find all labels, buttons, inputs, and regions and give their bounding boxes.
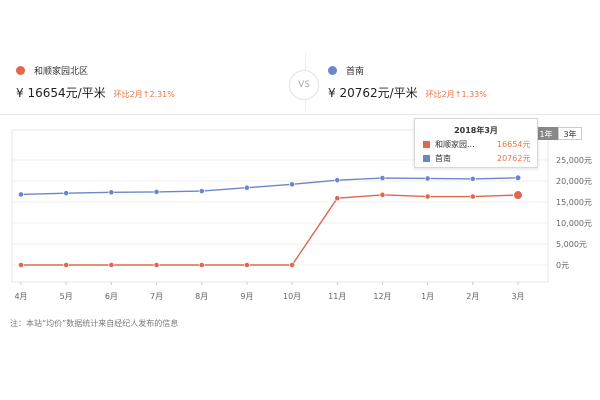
y-tick-label: 10,000元 [556, 219, 592, 228]
tab-3-year[interactable]: 3年 [558, 127, 582, 140]
vs-badge: VS [289, 70, 319, 100]
x-tick-label: 8月 [195, 292, 208, 301]
y-tick-label: 0元 [556, 261, 569, 270]
x-tick-label: 9月 [240, 292, 253, 301]
data-point [424, 193, 431, 200]
data-point [108, 189, 115, 196]
data-point [514, 174, 522, 181]
tooltip-title: 2018年3月 [454, 126, 498, 135]
data-point [334, 195, 341, 202]
tooltip-row: 和顺家园... 16654元 [423, 139, 537, 150]
data-point [108, 262, 115, 268]
x-tick-label: 4月 [14, 292, 27, 301]
x-tick-label: 7月 [150, 292, 163, 301]
data-point [289, 262, 295, 268]
data-point [513, 190, 523, 201]
community-right-price: ¥ 20762元/平米 [328, 86, 418, 100]
data-point [379, 191, 386, 198]
tooltip-color-swatch [423, 155, 430, 162]
x-tick-label: 2月 [466, 292, 479, 301]
data-point [63, 190, 70, 197]
data-point [198, 188, 205, 194]
data-point [198, 262, 205, 268]
x-tick-label: 10月 [283, 292, 301, 301]
data-point [63, 262, 70, 268]
tooltip-series-value: 16654元 [497, 140, 531, 149]
community-left-name: 和顺家园北区 [34, 66, 89, 77]
tooltip-color-swatch [423, 141, 430, 148]
x-tick-label: 3月 [511, 292, 524, 301]
community-left-change: 环比2月↑2.31% [113, 90, 175, 99]
y-tick-label: 15,000元 [556, 198, 592, 207]
data-point [244, 184, 250, 191]
data-point [289, 181, 295, 188]
data-point [334, 177, 341, 184]
data-point [153, 189, 160, 195]
series-dot-left [16, 65, 25, 75]
tooltip-series-name: 首南 [435, 154, 451, 163]
chart-tooltip: 2018年3月 和顺家园... 16654元 首南 20762元 [414, 118, 538, 168]
data-point [379, 175, 386, 181]
range-tabs: 1年 3年 [534, 127, 582, 140]
data-point [469, 175, 476, 182]
footnote: 注：本站“均价”数据统计来自经纪人发布的信息 [10, 319, 179, 328]
series-line [20, 177, 519, 196]
y-tick-label: 25,000元 [556, 156, 592, 165]
community-left: 和顺家园北区 ¥ 16654元/平米 环比2月↑2.31% [16, 62, 175, 101]
tooltip-row: 首南 20762元 [423, 153, 537, 164]
data-point [18, 191, 24, 198]
plot-area [11, 129, 549, 283]
x-tick-label: 6月 [105, 292, 118, 301]
tooltip-series-name: 和顺家园... [435, 140, 475, 149]
x-tick-label: 11月 [328, 292, 346, 301]
community-right-name: 首南 [346, 66, 365, 77]
data-point [424, 175, 431, 182]
comparison-header: 和顺家园北区 ¥ 16654元/平米 环比2月↑2.31% VS 首南 ¥ 20… [0, 52, 600, 112]
x-tick-label: 1月 [421, 292, 434, 301]
data-point [469, 193, 476, 200]
community-left-price: ¥ 16654元/平米 [16, 86, 106, 100]
community-right: 首南 ¥ 20762元/平米 环比2月↑1.33% [328, 62, 487, 101]
x-tick-label: 5月 [60, 292, 73, 301]
y-tick-label: 5,000元 [556, 240, 587, 249]
y-tick-label: 20,000元 [556, 177, 592, 186]
x-tick-label: 12月 [373, 292, 391, 301]
data-point [18, 262, 24, 268]
series-dot-right [328, 65, 337, 75]
data-point [244, 262, 250, 268]
community-right-change: 环比2月↑1.33% [425, 90, 487, 99]
tooltip-series-value: 20762元 [497, 154, 531, 163]
section-divider [0, 114, 600, 115]
series-line [21, 194, 519, 266]
data-point [153, 262, 160, 268]
